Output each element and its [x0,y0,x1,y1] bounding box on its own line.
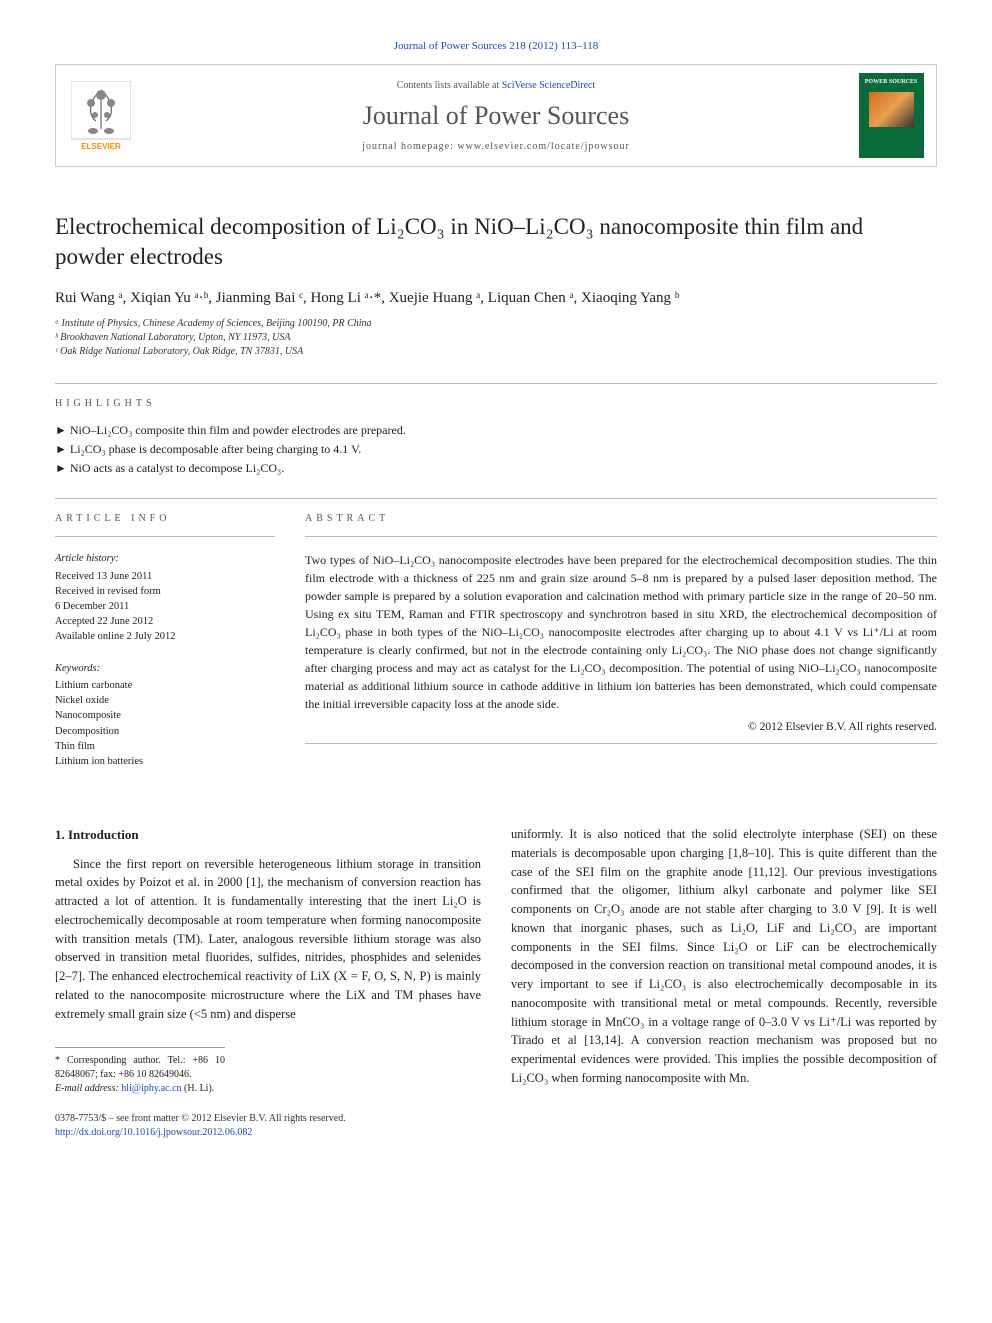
corr-email-suffix: (H. Li). [182,1083,215,1094]
divider [55,498,937,499]
intro-heading: 1. Introduction [55,825,481,845]
article-history: Article history: Received 13 June 2011 R… [55,551,275,644]
highlight-item: NiO acts as a catalyst to decompose Li₂C… [55,459,937,478]
intro-paragraph-2: uniformly. It is also noticed that the s… [511,825,937,1088]
journal-name: Journal of Power Sources [146,101,846,131]
citation-line: Journal of Power Sources 218 (2012) 113–… [55,40,937,52]
header-center: Contents lists available at SciVerse Sci… [146,65,846,166]
keyword: Lithium carbonate [55,678,275,693]
affiliations: ᵃ Institute of Physics, Chinese Academy … [55,317,937,359]
page-footer: 0378-7753/$ – see front matter © 2012 El… [55,1112,481,1140]
abstract-label: abstract [305,513,937,524]
history-line: Received 13 June 2011 [55,569,275,584]
affiliation-b: ᵇ Brookhaven National Laboratory, Upton,… [55,331,937,345]
email-label: E-mail address: [55,1083,121,1094]
author-list: Rui Wang ᵃ, Xiqian Yu ᵃ·ᵇ, Jianming Bai … [55,290,937,307]
divider [55,536,275,537]
abstract-copyright: © 2012 Elsevier B.V. All rights reserved… [305,721,937,733]
divider [305,536,937,537]
corr-email[interactable]: hli@iphy.ac.cn [121,1083,181,1094]
journal-header: ELSEVIER Contents lists available at Sci… [55,64,937,167]
intro-paragraph-1: Since the first report on reversible het… [55,855,481,1024]
body-two-columns: 1. Introduction Since the first report o… [55,825,937,1140]
homepage-line: journal homepage: www.elsevier.com/locat… [146,141,846,152]
article-title: Electrochemical decomposition of Li₂CO₃ … [55,212,937,272]
highlight-item: NiO–Li₂CO₃ composite thin film and powde… [55,421,937,440]
article-info-label: article info [55,513,275,524]
homepage-prefix: journal homepage: [362,141,457,152]
highlights-label: highlights [55,398,937,409]
highlight-item: Li₂CO₃ phase is decomposable after being… [55,440,937,459]
journal-cover-thumbnail: POWER SOURCES [859,73,924,158]
keyword: Lithium ion batteries [55,754,275,769]
issn-line: 0378-7753/$ – see front matter © 2012 El… [55,1112,481,1126]
history-line: Available online 2 July 2012 [55,629,275,644]
affiliation-a: ᵃ Institute of Physics, Chinese Academy … [55,317,937,331]
highlights-list: NiO–Li₂CO₃ composite thin film and powde… [55,421,937,479]
history-line: 6 December 2011 [55,599,275,614]
doi-link[interactable]: http://dx.doi.org/10.1016/j.jpowsour.201… [55,1127,252,1138]
history-line: Accepted 22 June 2012 [55,614,275,629]
cover-thumb-cell: POWER SOURCES [846,65,936,166]
divider [305,743,937,744]
elsevier-wordmark: ELSEVIER [81,142,121,151]
info-abstract-row: article info Article history: Received 1… [55,513,937,785]
corr-line: * Corresponding author. Tel.: +86 10 826… [55,1054,225,1082]
contents-prefix: Contents lists available at [397,80,502,91]
corr-email-line: E-mail address: hli@iphy.ac.cn (H. Li). [55,1082,225,1096]
cover-title-text: POWER SOURCES [865,79,918,86]
divider [55,383,937,384]
keywords-block: Keywords: Lithium carbonate Nickel oxide… [55,661,275,770]
history-heading: Article history: [55,551,275,566]
keywords-heading: Keywords: [55,661,275,676]
body-column-left: 1. Introduction Since the first report o… [55,825,481,1140]
body-column-right: uniformly. It is also noticed that the s… [511,825,937,1140]
keyword: Nanocomposite [55,708,275,723]
keyword: Nickel oxide [55,693,275,708]
publisher-logo-cell: ELSEVIER [56,65,146,166]
affiliation-c: ᶜ Oak Ridge National Laboratory, Oak Rid… [55,345,937,359]
corresponding-author-footnote: * Corresponding author. Tel.: +86 10 826… [55,1047,225,1096]
abstract-text: Two types of NiO–Li₂CO₃ nanocomposite el… [305,551,937,713]
keyword: Thin film [55,739,275,754]
abstract-column: abstract Two types of NiO–Li₂CO₃ nanocom… [305,513,937,785]
cover-artwork [869,92,914,127]
homepage-url[interactable]: www.elsevier.com/locate/jpowsour [457,141,629,152]
sciencedirect-link[interactable]: SciVerse ScienceDirect [502,80,596,91]
contents-available-line: Contents lists available at SciVerse Sci… [146,80,846,91]
history-line: Received in revised form [55,584,275,599]
article-info-column: article info Article history: Received 1… [55,513,275,785]
elsevier-tree-logo: ELSEVIER [71,81,131,151]
keyword: Decomposition [55,724,275,739]
